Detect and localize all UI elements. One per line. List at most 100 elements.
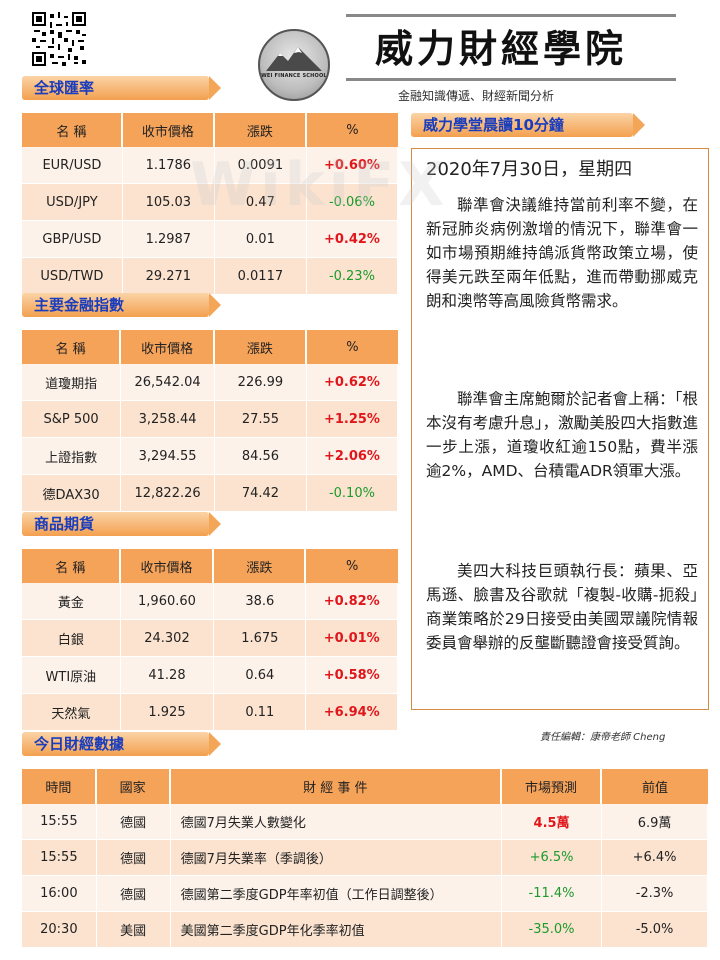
table-cell: 0.0091 — [214, 147, 307, 184]
instrument-name: 天然氣 — [22, 694, 121, 731]
forex-table: 名 稱收市價格 漲跌% EUR/USD 1.1786 0.0091 +0.60% USD/J… — [22, 113, 398, 295]
event-forecast: 4.5萬 — [501, 804, 603, 840]
event-name: 德國第二季度GDP年率初值（工作日調整後） — [170, 876, 502, 912]
event-country: 德國 — [96, 876, 171, 912]
instrument-name: 德DAX30 — [22, 475, 122, 512]
event-time: 15:55 — [22, 840, 97, 876]
table-cell: 0.47 — [214, 184, 307, 221]
table-cell: 1.2987 — [122, 221, 215, 258]
table-cell: 41.28 — [120, 657, 215, 694]
column-header: 收市價格 — [122, 113, 215, 147]
event-country: 美國 — [96, 912, 171, 948]
event-time: 15:55 — [22, 804, 97, 840]
change-percent: -0.06% — [306, 184, 398, 221]
instrument-name: GBP/USD — [22, 221, 123, 258]
event-name: 德國7月失業率（季調後） — [170, 840, 502, 876]
instrument-name: USD/TWD — [22, 258, 123, 295]
column-header: 名 稱 — [22, 113, 123, 147]
tab-forex: 全球匯率 — [22, 76, 221, 100]
instrument-name: USD/JPY — [22, 184, 123, 221]
column-header: 財 經 事 件 — [170, 769, 502, 804]
read-date: 2020年7月30日，星期四 — [426, 159, 633, 180]
title-rule-bottom — [346, 78, 676, 81]
table-row: WTI原油 41.28 0.64 +0.58% — [22, 657, 398, 694]
change-percent: -0.23% — [306, 258, 398, 295]
event-country: 德國 — [96, 804, 171, 840]
event-time: 16:00 — [22, 876, 97, 912]
table-cell: 12,822.26 — [121, 475, 215, 512]
column-header: 時間 — [22, 769, 97, 804]
event-country: 德國 — [96, 840, 171, 876]
table-cell: 1.1786 — [122, 147, 215, 184]
read-paragraph-2: 聯準會主席鮑爾於記者會上稱：「根本沒有考慮升息」，激勵美股四大指數進一步上漲，道… — [426, 390, 698, 480]
table-cell: 74.42 — [214, 475, 307, 512]
column-header: % — [306, 549, 398, 583]
table-cell: 0.0117 — [214, 258, 307, 295]
change-percent: +2.06% — [306, 438, 398, 475]
instrument-name: 上證指數 — [22, 438, 122, 475]
table-cell: 105.03 — [122, 184, 215, 221]
table-row: 16:00 德國 德國第二季度GDP年率初值（工作日調整後） -11.4% -2.3% — [22, 876, 708, 912]
tab-econ: 今日財經數據 — [22, 732, 221, 756]
table-cell: 1.675 — [214, 620, 307, 657]
event-previous: 6.9萬 — [602, 804, 708, 840]
table-row: 黃金 1,960.60 38.6 +0.82% — [22, 583, 398, 620]
change-percent: -0.10% — [306, 475, 398, 512]
table-row: 白銀 24.302 1.675 +0.01% — [22, 620, 398, 657]
read-paragraph-1: 聯準會決議維持當前利率不變，在新冠肺炎病例激增的情況下，聯準會一如市場預期維持鴿… — [426, 196, 698, 310]
table-row: USD/TWD 29.271 0.0117 -0.23% — [22, 258, 398, 295]
event-forecast: -35.0% — [501, 912, 603, 948]
table-cell: 38.6 — [214, 583, 307, 620]
logo-text: WEI FINANCE SCHOOL — [261, 73, 327, 79]
table-row: 20:30 美國 美國第二季度GDP年化季率初值 -35.0% -5.0% — [22, 912, 708, 948]
event-forecast: -11.4% — [501, 876, 603, 912]
table-row: 15:55 德國 德國7月失業人數變化 4.5萬 6.9萬 — [22, 804, 708, 840]
table-cell: 0.01 — [214, 221, 307, 258]
read-paragraph-3: 美四大科技巨頭執行長：蘋果、亞馬遜、臉書及谷歌就「複製-收購-扼殺」商業策略於2… — [426, 562, 698, 652]
column-header: % — [306, 330, 398, 364]
table-cell: 24.302 — [120, 620, 215, 657]
column-header: 收市價格 — [121, 330, 215, 364]
editor-credit: 責任編輯：康帝老師 Cheng — [540, 732, 666, 743]
table-cell: 1,960.60 — [120, 583, 215, 620]
commodities-table: 名 稱收市價格 漲跌% 黃金 1,960.60 38.6 +0.82% 白銀 24.302 1.… — [22, 549, 398, 731]
event-name: 美國第二季度GDP年化季率初值 — [170, 912, 502, 948]
table-row: 上證指數 3,294.55 84.56 +2.06% — [22, 438, 398, 475]
column-header: 收市價格 — [120, 549, 215, 583]
table-row: GBP/USD 1.2987 0.01 +0.42% — [22, 221, 398, 258]
table-row: EUR/USD 1.1786 0.0091 +0.60% — [22, 147, 398, 184]
change-percent: +0.58% — [306, 657, 398, 694]
column-header: 前值 — [602, 769, 708, 804]
table-cell: 26,542.04 — [121, 364, 215, 401]
morning-read-box: 2020年7月30日，星期四 聯準會決議維持當前利率不變，在新冠肺炎病例激增的情… — [411, 148, 709, 710]
instrument-name: S&P 500 — [22, 401, 122, 438]
indices-table: 名 稱收市價格 漲跌% 道瓊期指 26,542.04 226.99 +0.62% S&P 5… — [22, 330, 398, 512]
instrument-name: 道瓊期指 — [22, 364, 122, 401]
change-percent: +0.62% — [306, 364, 398, 401]
column-header: 漲跌 — [214, 549, 307, 583]
event-forecast: +6.5% — [501, 840, 603, 876]
table-cell: 29.271 — [122, 258, 215, 295]
column-header: 漲跌 — [214, 330, 307, 364]
change-percent: +0.42% — [306, 221, 398, 258]
instrument-name: 黃金 — [22, 583, 121, 620]
tab-commodities: 商品期貨 — [22, 512, 221, 536]
table-cell: 3,258.44 — [121, 401, 215, 438]
instrument-name: 白銀 — [22, 620, 121, 657]
table-cell: 3,294.55 — [121, 438, 215, 475]
event-previous: +6.4% — [602, 840, 708, 876]
table-cell: 0.11 — [214, 694, 307, 731]
title-rule-top — [346, 14, 676, 17]
event-name: 德國7月失業人數變化 — [170, 804, 502, 840]
column-header: 國家 — [96, 769, 171, 804]
change-percent: +0.01% — [306, 620, 398, 657]
column-header: 市場預測 — [501, 769, 603, 804]
change-percent: +1.25% — [306, 401, 398, 438]
econ-table: 時間 國家財 經 事 件市場預測 前值 15:55 德國 德國7月失業人數變化 4.5萬 6.… — [22, 769, 708, 948]
column-header: 漲跌 — [214, 113, 307, 147]
table-cell: 1.925 — [120, 694, 215, 731]
table-row: 德DAX30 12,822.26 74.42 -0.10% — [22, 475, 398, 512]
table-row: 道瓊期指 26,542.04 226.99 +0.62% — [22, 364, 398, 401]
school-logo-icon: WEI FINANCE SCHOOL — [258, 29, 330, 101]
tab-morning-read: 威力學堂晨讀10分鐘 — [411, 113, 645, 137]
